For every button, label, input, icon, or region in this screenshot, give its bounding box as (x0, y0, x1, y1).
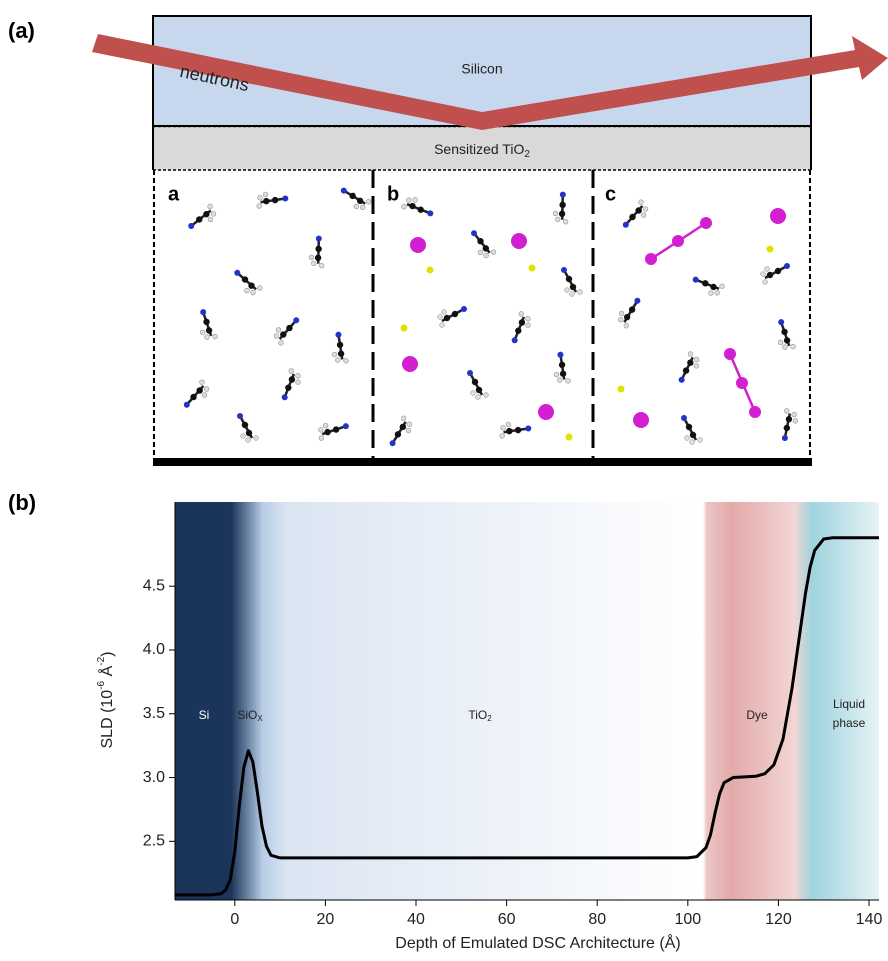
x-tick-label: 40 (407, 911, 425, 928)
x-tick-label: 120 (765, 911, 792, 928)
text: ) (99, 652, 116, 657)
y-tick-label: 4.0 (143, 641, 165, 658)
x-tick-label: 140 (856, 911, 883, 928)
x-tick-label: 100 (674, 911, 701, 928)
region-label: phase (833, 716, 866, 730)
superscript: -6 (96, 680, 107, 689)
layer-label: Sensitized TiO2 (434, 141, 530, 160)
base (153, 458, 812, 466)
tio2-layer (153, 127, 811, 170)
y-axis-label: SLD (10-6 Å-2) (96, 652, 117, 749)
x-axis-label: Depth of Emulated DSC Architecture (Å) (395, 933, 680, 952)
region-shading (175, 502, 879, 900)
x-tick-label: 20 (317, 911, 335, 928)
region-label: TiO2 (468, 708, 492, 723)
x-tick-label: 80 (588, 911, 606, 928)
text: Sensitized TiO (434, 141, 524, 157)
text: TiO (468, 708, 487, 722)
y-tick-label: 2.5 (143, 833, 165, 850)
text: Å (97, 665, 116, 680)
y-tick-label: 3.0 (143, 769, 165, 786)
superscript: -2 (96, 656, 107, 665)
panel-label: (a) (8, 18, 35, 43)
column-label: a (168, 183, 180, 205)
panel-label: (b) (8, 490, 36, 515)
column-label: b (387, 183, 399, 205)
y-tick-label: 3.5 (143, 705, 165, 722)
region-label: Dye (746, 708, 768, 722)
layer-label: Silicon (461, 61, 502, 77)
x-tick-label: 0 (230, 911, 239, 928)
x-tick-label: 60 (498, 911, 516, 928)
ions (400, 208, 786, 441)
region-label: Si (199, 708, 210, 722)
column-label: c (605, 183, 616, 205)
subscript: 2 (487, 714, 492, 723)
text: SiO (237, 708, 257, 722)
neutron-beam (92, 34, 888, 130)
data-line (175, 536, 879, 897)
region-label: Liquid (833, 697, 865, 711)
y-tick-label: 4.5 (143, 577, 165, 594)
subscript: X (257, 714, 263, 723)
region-label: SiOX (237, 708, 263, 723)
subscript: 2 (524, 149, 530, 160)
text: SLD (10 (99, 690, 116, 749)
